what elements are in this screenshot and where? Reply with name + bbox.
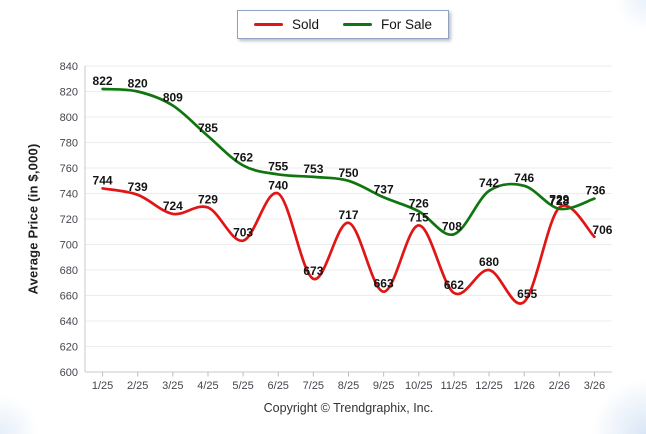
data-label: 785	[198, 121, 218, 135]
x-tick-label: 5/25	[232, 380, 253, 392]
y-tick-label: 760	[60, 163, 78, 175]
y-tick-label: 680	[60, 265, 78, 277]
y-tick-label: 720	[60, 214, 78, 226]
data-label: 728	[549, 194, 569, 208]
x-tick-label: 1/26	[513, 380, 534, 392]
data-label: 740	[268, 179, 288, 193]
data-label: 729	[198, 193, 218, 207]
x-tick-label: 11/25	[441, 380, 468, 392]
legend-label-for-sale: For Sale	[381, 16, 433, 32]
data-label: 739	[128, 180, 148, 194]
legend-label-sold: Sold	[292, 16, 320, 32]
copyright-text: Copyright © Trendgraphix, Inc.	[263, 401, 434, 415]
y-tick-label: 700	[60, 239, 78, 251]
y-tick-label: 740	[60, 188, 78, 200]
x-tick-label: 2/25	[127, 380, 148, 392]
data-label: 762	[233, 150, 253, 164]
data-label: 744	[93, 173, 113, 187]
data-label: 706	[592, 223, 612, 237]
y-tick-label: 800	[60, 112, 78, 124]
data-label: 680	[479, 255, 499, 269]
data-label: 655	[517, 287, 537, 301]
data-label: 673	[303, 264, 323, 278]
y-tick-label: 620	[60, 341, 78, 353]
x-tick-label: 7/25	[303, 380, 324, 392]
y-tick-label: 640	[60, 316, 78, 328]
data-label: 663	[374, 277, 394, 291]
y-tick-label: 840	[60, 61, 78, 73]
for-sale-line	[101, 87, 596, 236]
y-tick-label: 600	[60, 367, 78, 379]
data-label: 809	[163, 91, 183, 105]
data-label: 753	[303, 162, 323, 176]
y-axis-title: Average Price (in $,000)	[25, 143, 41, 295]
x-tick-label: 1/25	[92, 380, 113, 392]
data-label: 726	[409, 196, 429, 210]
data-label: 715	[409, 210, 429, 224]
data-label: 746	[514, 171, 534, 185]
data-label: 755	[268, 159, 288, 173]
legend: Sold For Sale	[237, 10, 450, 39]
data-label: 822	[93, 74, 113, 88]
x-tick-label: 3/26	[584, 380, 605, 392]
x-tick-label: 6/25	[268, 380, 289, 392]
legend-item-sold: Sold	[254, 18, 319, 32]
data-label: 729	[549, 193, 569, 207]
data-label: 742	[479, 176, 499, 190]
data-label: 737	[374, 182, 394, 196]
data-label: 724	[163, 199, 183, 213]
legend-item-for-sale: For Sale	[343, 18, 432, 32]
y-tick-label: 820	[60, 86, 78, 98]
data-label: 708	[442, 219, 462, 233]
y-tick-label: 780	[60, 137, 78, 149]
x-tick-label: 10/25	[405, 380, 433, 392]
data-label: 820	[128, 77, 148, 91]
x-tick-label: 4/25	[197, 380, 218, 392]
y-tick-label: 660	[60, 290, 78, 302]
x-tick-label: 3/25	[162, 380, 183, 392]
data-label: 717	[338, 208, 358, 222]
x-tick-label: 2/26	[549, 380, 570, 392]
x-tick-label: 9/25	[373, 380, 394, 392]
sold-line-swatch	[254, 23, 283, 26]
x-tick-label: 8/25	[338, 380, 359, 392]
data-label: 703	[233, 226, 253, 240]
data-label: 750	[338, 166, 358, 180]
data-label: 662	[444, 278, 464, 292]
data-label: 736	[585, 184, 605, 198]
sold-line	[101, 187, 596, 305]
x-tick-label: 12/25	[475, 380, 503, 392]
for-sale-line-swatch	[343, 23, 373, 26]
